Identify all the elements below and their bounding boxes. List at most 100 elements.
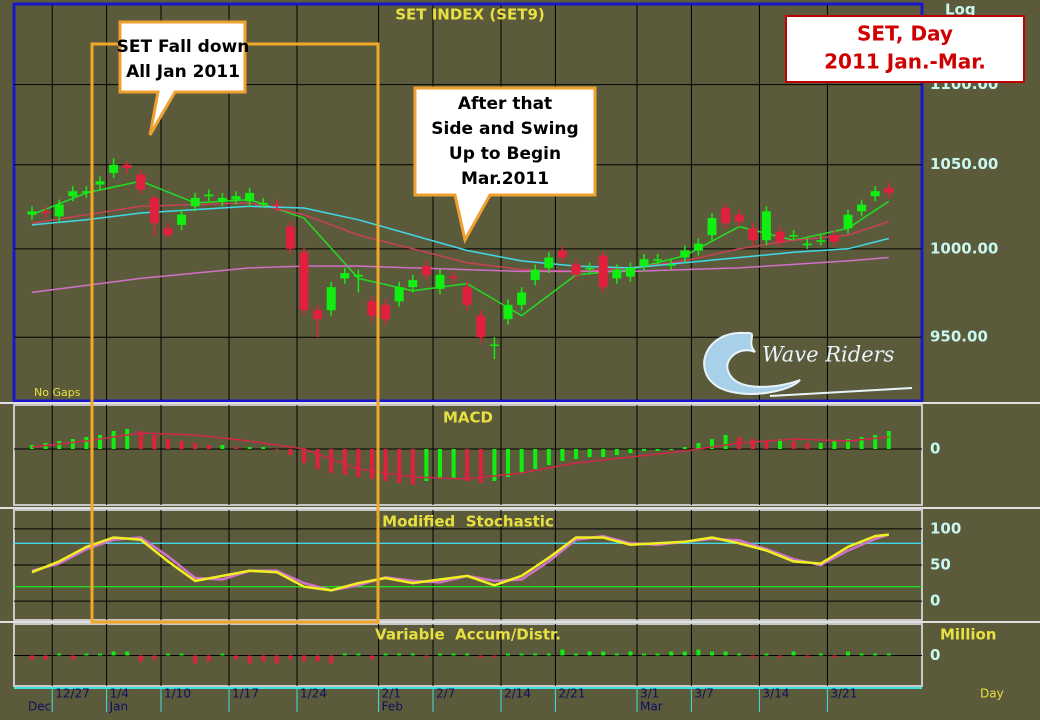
bar bbox=[560, 649, 565, 656]
indicator-line bbox=[31, 202, 890, 273]
bar bbox=[342, 653, 347, 656]
candle-body bbox=[748, 228, 758, 241]
candle-body bbox=[285, 226, 295, 249]
bar bbox=[179, 653, 184, 656]
logo-text: Wave Riders bbox=[762, 343, 895, 367]
candle-body bbox=[353, 274, 363, 277]
bar bbox=[111, 431, 116, 449]
candle-body bbox=[530, 269, 540, 281]
bar bbox=[84, 437, 89, 449]
month-label: Feb bbox=[382, 700, 403, 714]
bar bbox=[370, 449, 374, 479]
bar bbox=[778, 439, 782, 449]
logo-wave bbox=[703, 331, 801, 395]
bar bbox=[152, 435, 157, 449]
bar bbox=[519, 449, 524, 473]
x-tick-label: 1/24 bbox=[300, 687, 327, 701]
bar bbox=[846, 651, 850, 656]
bar bbox=[682, 651, 687, 656]
bar bbox=[805, 443, 810, 449]
bar bbox=[669, 449, 674, 450]
callout bbox=[413, 86, 597, 245]
bar bbox=[669, 651, 674, 656]
indicator-line bbox=[31, 533, 889, 592]
y-tick-label: 1000.00 bbox=[930, 239, 998, 257]
bar bbox=[655, 449, 660, 451]
candle-body bbox=[653, 259, 663, 261]
candle-body bbox=[870, 191, 880, 197]
logo-underline bbox=[769, 387, 913, 397]
month-label: Dec bbox=[28, 700, 51, 714]
x-tick-label: 2/7 bbox=[436, 687, 455, 701]
callout bbox=[118, 20, 247, 136]
bar bbox=[57, 441, 62, 449]
bar bbox=[791, 441, 796, 449]
candle-body bbox=[734, 214, 744, 222]
bar bbox=[438, 653, 442, 656]
x-tick-label: 1/10 bbox=[164, 687, 191, 701]
bar bbox=[465, 653, 470, 656]
y-tick-label: 0 bbox=[930, 592, 940, 610]
bar bbox=[791, 651, 796, 656]
bar bbox=[533, 653, 538, 656]
bar bbox=[478, 449, 483, 483]
note: No Gaps bbox=[34, 386, 81, 399]
bar bbox=[220, 653, 225, 656]
bar bbox=[98, 435, 102, 449]
bar bbox=[410, 449, 415, 485]
bar bbox=[125, 429, 130, 449]
candle-body bbox=[177, 214, 187, 225]
bar bbox=[628, 651, 633, 656]
candle-body bbox=[408, 280, 418, 288]
bar bbox=[873, 435, 878, 449]
bar bbox=[696, 443, 701, 449]
bar bbox=[43, 655, 48, 660]
callout-text: After that bbox=[458, 94, 552, 114]
bar bbox=[247, 655, 252, 664]
bar bbox=[397, 653, 402, 656]
bar bbox=[628, 449, 633, 453]
y-tick-label: 1050.00 bbox=[930, 155, 998, 173]
month-label: Jan bbox=[109, 700, 129, 714]
bar bbox=[710, 651, 714, 656]
bar bbox=[492, 449, 497, 481]
x-axis-label: Day bbox=[980, 687, 1004, 701]
unit-label: Million bbox=[940, 626, 996, 644]
candle-body bbox=[598, 255, 608, 288]
bar bbox=[220, 445, 225, 449]
macd-frame bbox=[13, 404, 923, 506]
overlay: SET INDEX (SET9) Log No Gaps MACD Modifi… bbox=[34, 1, 1025, 701]
plot-area: 12/27 1/4 1/10 1/17 1/24 2/1 2/7 2/14 2/21 3/1 3/7… bbox=[14, 5, 998, 714]
bar bbox=[111, 651, 116, 656]
candle-body bbox=[462, 287, 472, 305]
y-tick-label: 100 bbox=[930, 519, 961, 537]
candle-body bbox=[612, 269, 622, 279]
bar bbox=[342, 449, 347, 475]
x-tick-label: 3/7 bbox=[694, 687, 713, 701]
bar bbox=[818, 653, 823, 656]
bar bbox=[206, 655, 211, 662]
scale-label: Log bbox=[945, 1, 976, 19]
bar bbox=[166, 439, 170, 449]
bar bbox=[587, 651, 592, 656]
indicator-line bbox=[31, 256, 889, 294]
panel-title: MACD bbox=[443, 409, 493, 427]
candle-body bbox=[68, 191, 78, 197]
bar bbox=[247, 447, 252, 449]
candle-body bbox=[163, 228, 173, 236]
callout-text: Up to Begin bbox=[449, 144, 561, 164]
bar bbox=[506, 653, 510, 656]
bar bbox=[533, 449, 538, 469]
bar bbox=[30, 655, 34, 660]
candle-body bbox=[544, 257, 554, 268]
bar bbox=[288, 449, 293, 455]
logo: Wave Riders bbox=[703, 331, 913, 397]
candle-body bbox=[857, 204, 867, 212]
callout-text: Mar.2011 bbox=[461, 169, 549, 189]
bar bbox=[846, 439, 850, 449]
callout-text: Side and Swing bbox=[431, 119, 578, 139]
badge bbox=[785, 15, 1025, 83]
bar bbox=[57, 653, 62, 656]
x-tick-label: 1/17 bbox=[232, 687, 259, 701]
candle-body bbox=[245, 192, 255, 202]
